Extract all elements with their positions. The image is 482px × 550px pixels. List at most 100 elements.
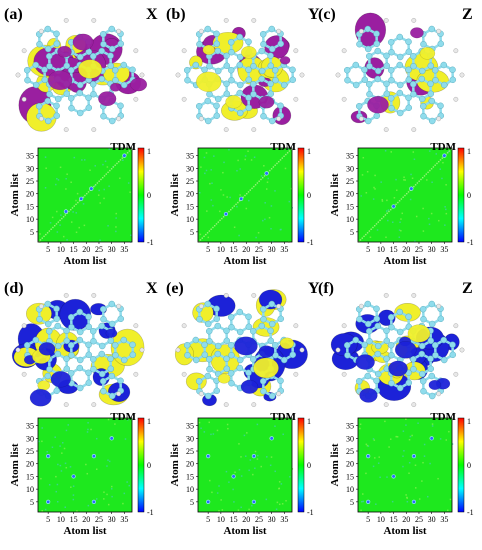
heatmap-cell xyxy=(408,438,411,441)
atom xyxy=(236,89,244,97)
heatmap-cell xyxy=(38,440,40,443)
atom xyxy=(63,62,71,70)
heatmap-cell xyxy=(210,199,213,201)
atom xyxy=(420,315,427,323)
heatmap-cell xyxy=(284,167,287,170)
atom xyxy=(53,315,61,323)
heatmap-cell xyxy=(431,425,434,427)
heatmap-cell xyxy=(60,214,62,216)
atom xyxy=(107,365,115,373)
heatmap-cell xyxy=(44,187,47,189)
heatmap-cell xyxy=(51,216,54,219)
hydrogen-atom xyxy=(181,323,187,329)
heatmap-cell xyxy=(260,465,263,468)
diagonal-cell xyxy=(57,221,59,223)
atom xyxy=(249,355,257,363)
atom xyxy=(100,40,107,48)
colorbar xyxy=(297,417,305,513)
heatmap-cell xyxy=(412,151,415,153)
atom xyxy=(267,327,274,335)
heatmap-cell xyxy=(233,501,235,503)
hydrogen-atom xyxy=(38,28,44,34)
heatmap-cell xyxy=(86,431,89,433)
x-tick-label: 35 xyxy=(280,515,288,524)
x-tick-label: 30 xyxy=(428,245,436,254)
y-tick-label: 10 xyxy=(346,485,354,494)
diagonal-cell xyxy=(432,166,435,168)
hydrogen-atom xyxy=(411,18,417,23)
atom xyxy=(129,66,136,74)
atom xyxy=(227,341,235,349)
heatmap-cell xyxy=(103,491,105,493)
diagonal-cell xyxy=(237,201,239,204)
heatmap-cell xyxy=(365,192,368,194)
heatmap-cell xyxy=(98,189,100,192)
atom xyxy=(54,322,62,330)
atom xyxy=(396,328,404,336)
y-tick-label: 25 xyxy=(186,447,194,456)
atom xyxy=(236,81,244,89)
orbital-lobe xyxy=(57,45,72,58)
atom xyxy=(409,80,417,88)
hydrogen-atom xyxy=(133,96,139,102)
atom xyxy=(120,81,128,89)
atom xyxy=(373,30,380,38)
diagonal-cell xyxy=(285,153,287,156)
atom xyxy=(388,76,395,84)
heatmap-cell xyxy=(437,219,440,222)
heatmap-cell xyxy=(56,483,59,486)
heatmap-cell xyxy=(445,208,447,211)
diagonal-cell xyxy=(254,184,257,186)
atom xyxy=(361,66,368,74)
atom xyxy=(366,337,373,345)
highlight-cell xyxy=(269,436,274,441)
atom xyxy=(63,337,71,345)
atom xyxy=(213,305,220,313)
atom xyxy=(54,342,62,350)
atom xyxy=(223,337,231,345)
highlight-cell xyxy=(251,454,256,459)
diagonal-cell xyxy=(283,155,285,158)
heatmap-cell xyxy=(422,461,424,464)
atom xyxy=(383,62,391,70)
diagonal-cell xyxy=(247,191,250,193)
orbital-lobe xyxy=(279,56,291,65)
diagonal-cell xyxy=(414,184,417,186)
heatmap-cell xyxy=(119,177,121,180)
diagonal-cell xyxy=(438,160,440,163)
heatmap-cell xyxy=(401,212,404,215)
heatmap-cell xyxy=(211,491,213,494)
heatmap-cell xyxy=(254,467,256,470)
y-tick-label: 20 xyxy=(186,460,194,469)
heatmap-cell xyxy=(106,465,108,467)
hydrogen-atom xyxy=(198,391,204,397)
heatmap-cell xyxy=(67,424,69,426)
atom xyxy=(428,320,436,328)
atom xyxy=(76,109,84,117)
atom xyxy=(387,66,395,74)
atom xyxy=(432,76,439,84)
y-tick-label: 35 xyxy=(26,422,34,431)
atom xyxy=(206,337,213,345)
heatmap-plot-area xyxy=(198,418,292,512)
heatmap-cell xyxy=(429,462,431,465)
y-axis-label: Atom list xyxy=(9,173,21,216)
atom xyxy=(108,392,116,400)
x-tick-label: 10 xyxy=(57,245,65,254)
atom xyxy=(85,341,92,349)
colorbar-tick-label: 0 xyxy=(147,461,151,470)
x-tick-label: 25 xyxy=(95,515,103,524)
molecule-panel-d xyxy=(11,293,145,407)
diagonal-cell xyxy=(228,210,230,213)
colorbar-tick-label: 0 xyxy=(307,461,311,470)
atom xyxy=(388,48,395,56)
heatmap-cell xyxy=(366,444,369,447)
diagonal-cell xyxy=(388,210,390,213)
atom xyxy=(192,356,200,364)
atom xyxy=(440,61,448,69)
heatmap-cell xyxy=(361,174,364,176)
atom xyxy=(277,102,284,110)
x-tick-label: 20 xyxy=(242,245,250,254)
heatmap-cell xyxy=(444,224,446,226)
atom xyxy=(46,62,53,70)
